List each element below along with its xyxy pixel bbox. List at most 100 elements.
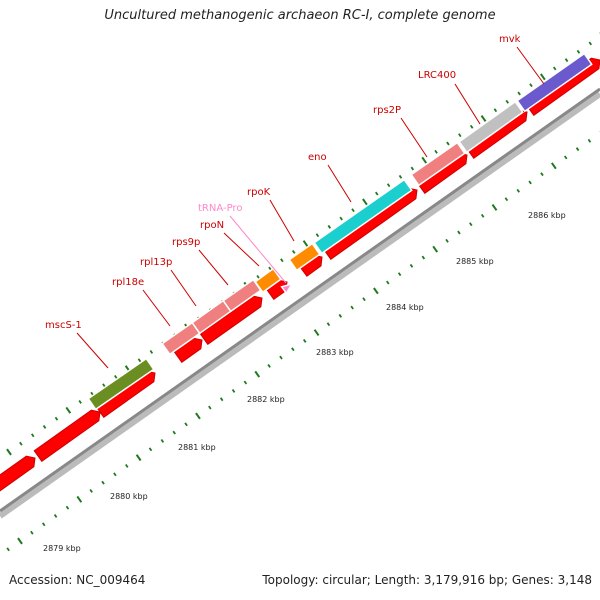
cds-arrow — [322, 187, 418, 260]
inner-tick-mark — [421, 255, 426, 260]
inner-tick-mark — [540, 172, 544, 177]
inner-tick-mark — [326, 322, 331, 327]
inner-tick-mark — [563, 155, 568, 160]
outer-tick-mark — [410, 166, 415, 171]
inner-tick-mark — [516, 188, 520, 193]
outer-tick-mark — [398, 174, 403, 179]
inner-tick-mark — [243, 380, 248, 385]
inner-tick-mark — [386, 280, 390, 285]
inner-tick-mark — [445, 238, 449, 243]
outer-tick-mark — [505, 99, 509, 104]
inner-tick-mark — [231, 388, 236, 393]
inner-tick-mark — [208, 405, 212, 410]
inner-tick-mark — [457, 230, 461, 235]
inner-tick-mark — [135, 454, 142, 462]
gene-block-mvk — [516, 52, 593, 113]
gene-label-leader — [198, 249, 229, 286]
genome-stats-text: Topology: circular; Length: 3,179,916 bp… — [262, 573, 592, 587]
inner-tick-mark — [313, 329, 320, 336]
inner-tick-mark — [267, 363, 271, 368]
inner-tick-mark — [302, 338, 307, 343]
accession-text: Accession: NC_009464 — [9, 573, 146, 587]
outer-tick-mark — [480, 115, 487, 122]
gene-label-leader — [229, 215, 287, 284]
outer-tick-mark — [446, 141, 450, 146]
inner-tick-mark — [338, 313, 343, 318]
cds-arrow — [173, 337, 203, 364]
kbp-tick-label: 2881 kbp — [178, 443, 216, 452]
outer-tick-mark — [256, 274, 260, 279]
gene-label-lrc400: LRC400 — [418, 70, 456, 81]
outer-tick-mark — [30, 433, 35, 438]
inner-tick-mark — [575, 147, 580, 152]
inner-tick-mark — [41, 522, 46, 527]
inner-tick-mark — [279, 355, 283, 360]
outer-tick-mark — [280, 258, 284, 263]
cds-arrow — [33, 409, 101, 462]
outer-tick-mark — [434, 149, 438, 154]
gene-label-rps9p: rps9p — [172, 237, 200, 248]
gene-label-trna-pro: tRNA-Pro — [198, 203, 242, 214]
outer-tick-mark — [6, 448, 12, 456]
inner-tick-mark — [409, 263, 414, 268]
outer-tick-mark — [493, 108, 498, 113]
inner-tick-mark — [480, 213, 485, 218]
gene-label-rpok: rpoK — [247, 187, 271, 198]
outer-tick-mark — [302, 240, 309, 247]
outer-tick-mark — [137, 358, 142, 363]
inner-tick-mark — [219, 397, 224, 402]
inner-tick-mark — [65, 505, 70, 510]
inner-tick-mark — [184, 422, 188, 427]
inner-tick-mark — [113, 472, 117, 477]
inner-tick-mark — [254, 370, 261, 378]
inner-tick-mark — [504, 197, 509, 202]
outer-tick-mark — [458, 133, 462, 138]
tick-labels: 2879 kbp 2880 kbp 2881 kbp 2882 kbp 2883 kbp… — [43, 211, 566, 553]
outer-tick-mark — [149, 349, 154, 354]
gene-block-rps9p — [222, 278, 262, 313]
gene-block-trna-pro — [280, 282, 294, 295]
inner-tick-mark — [89, 489, 93, 493]
kbp-tick-label: 2885 kbp — [456, 257, 494, 266]
inner-tick-mark — [76, 495, 83, 503]
inner-tick-mark — [125, 464, 129, 468]
kbp-tick-label: 2884 kbp — [386, 303, 424, 312]
outer-tick-mark — [421, 156, 428, 164]
inner-tick-mark — [362, 297, 366, 302]
cds-arrow — [0, 455, 36, 492]
gene-label-mscs-1: mscS-1 — [45, 320, 82, 331]
gene-label-mvk: mvk — [499, 34, 521, 45]
outer-tick-mark — [375, 191, 379, 196]
gene-label-rpon: rpoN — [200, 220, 224, 231]
gene-block-rpon — [254, 267, 282, 294]
inner-tick-mark — [101, 480, 105, 485]
outer-tick-mark — [54, 416, 59, 421]
gene-block-mscs-1 — [87, 357, 155, 411]
outer-tick-mark — [386, 183, 391, 188]
inner-tick-mark — [373, 287, 379, 295]
cds-track — [0, 57, 600, 492]
inner-tick-mark — [195, 412, 201, 420]
inner-tick-mark — [491, 204, 498, 211]
outer-tick-mark — [268, 266, 272, 271]
inner-tick-mark — [469, 222, 473, 227]
kbp-tick-label: 2879 kbp — [43, 544, 81, 553]
gene-label-leader — [142, 289, 171, 327]
outer-tick-mark — [102, 383, 106, 388]
cds-arrow — [199, 295, 263, 346]
gene-block-rpok — [288, 242, 321, 272]
gene-label-leader — [269, 199, 295, 242]
backbone-line — [0, 87, 600, 513]
outer-tick-mark — [469, 124, 474, 129]
gene-block-eno — [313, 178, 413, 255]
gene-label-leader — [400, 117, 428, 158]
gene-label-leader — [223, 232, 260, 267]
outer-tick-mark — [315, 233, 320, 238]
inner-tick-track — [6, 131, 600, 552]
inner-tick-mark — [397, 272, 402, 277]
outer-tick-mark — [517, 91, 521, 96]
gene-block-rps2p — [410, 141, 466, 187]
outer-tick-mark — [78, 400, 82, 404]
